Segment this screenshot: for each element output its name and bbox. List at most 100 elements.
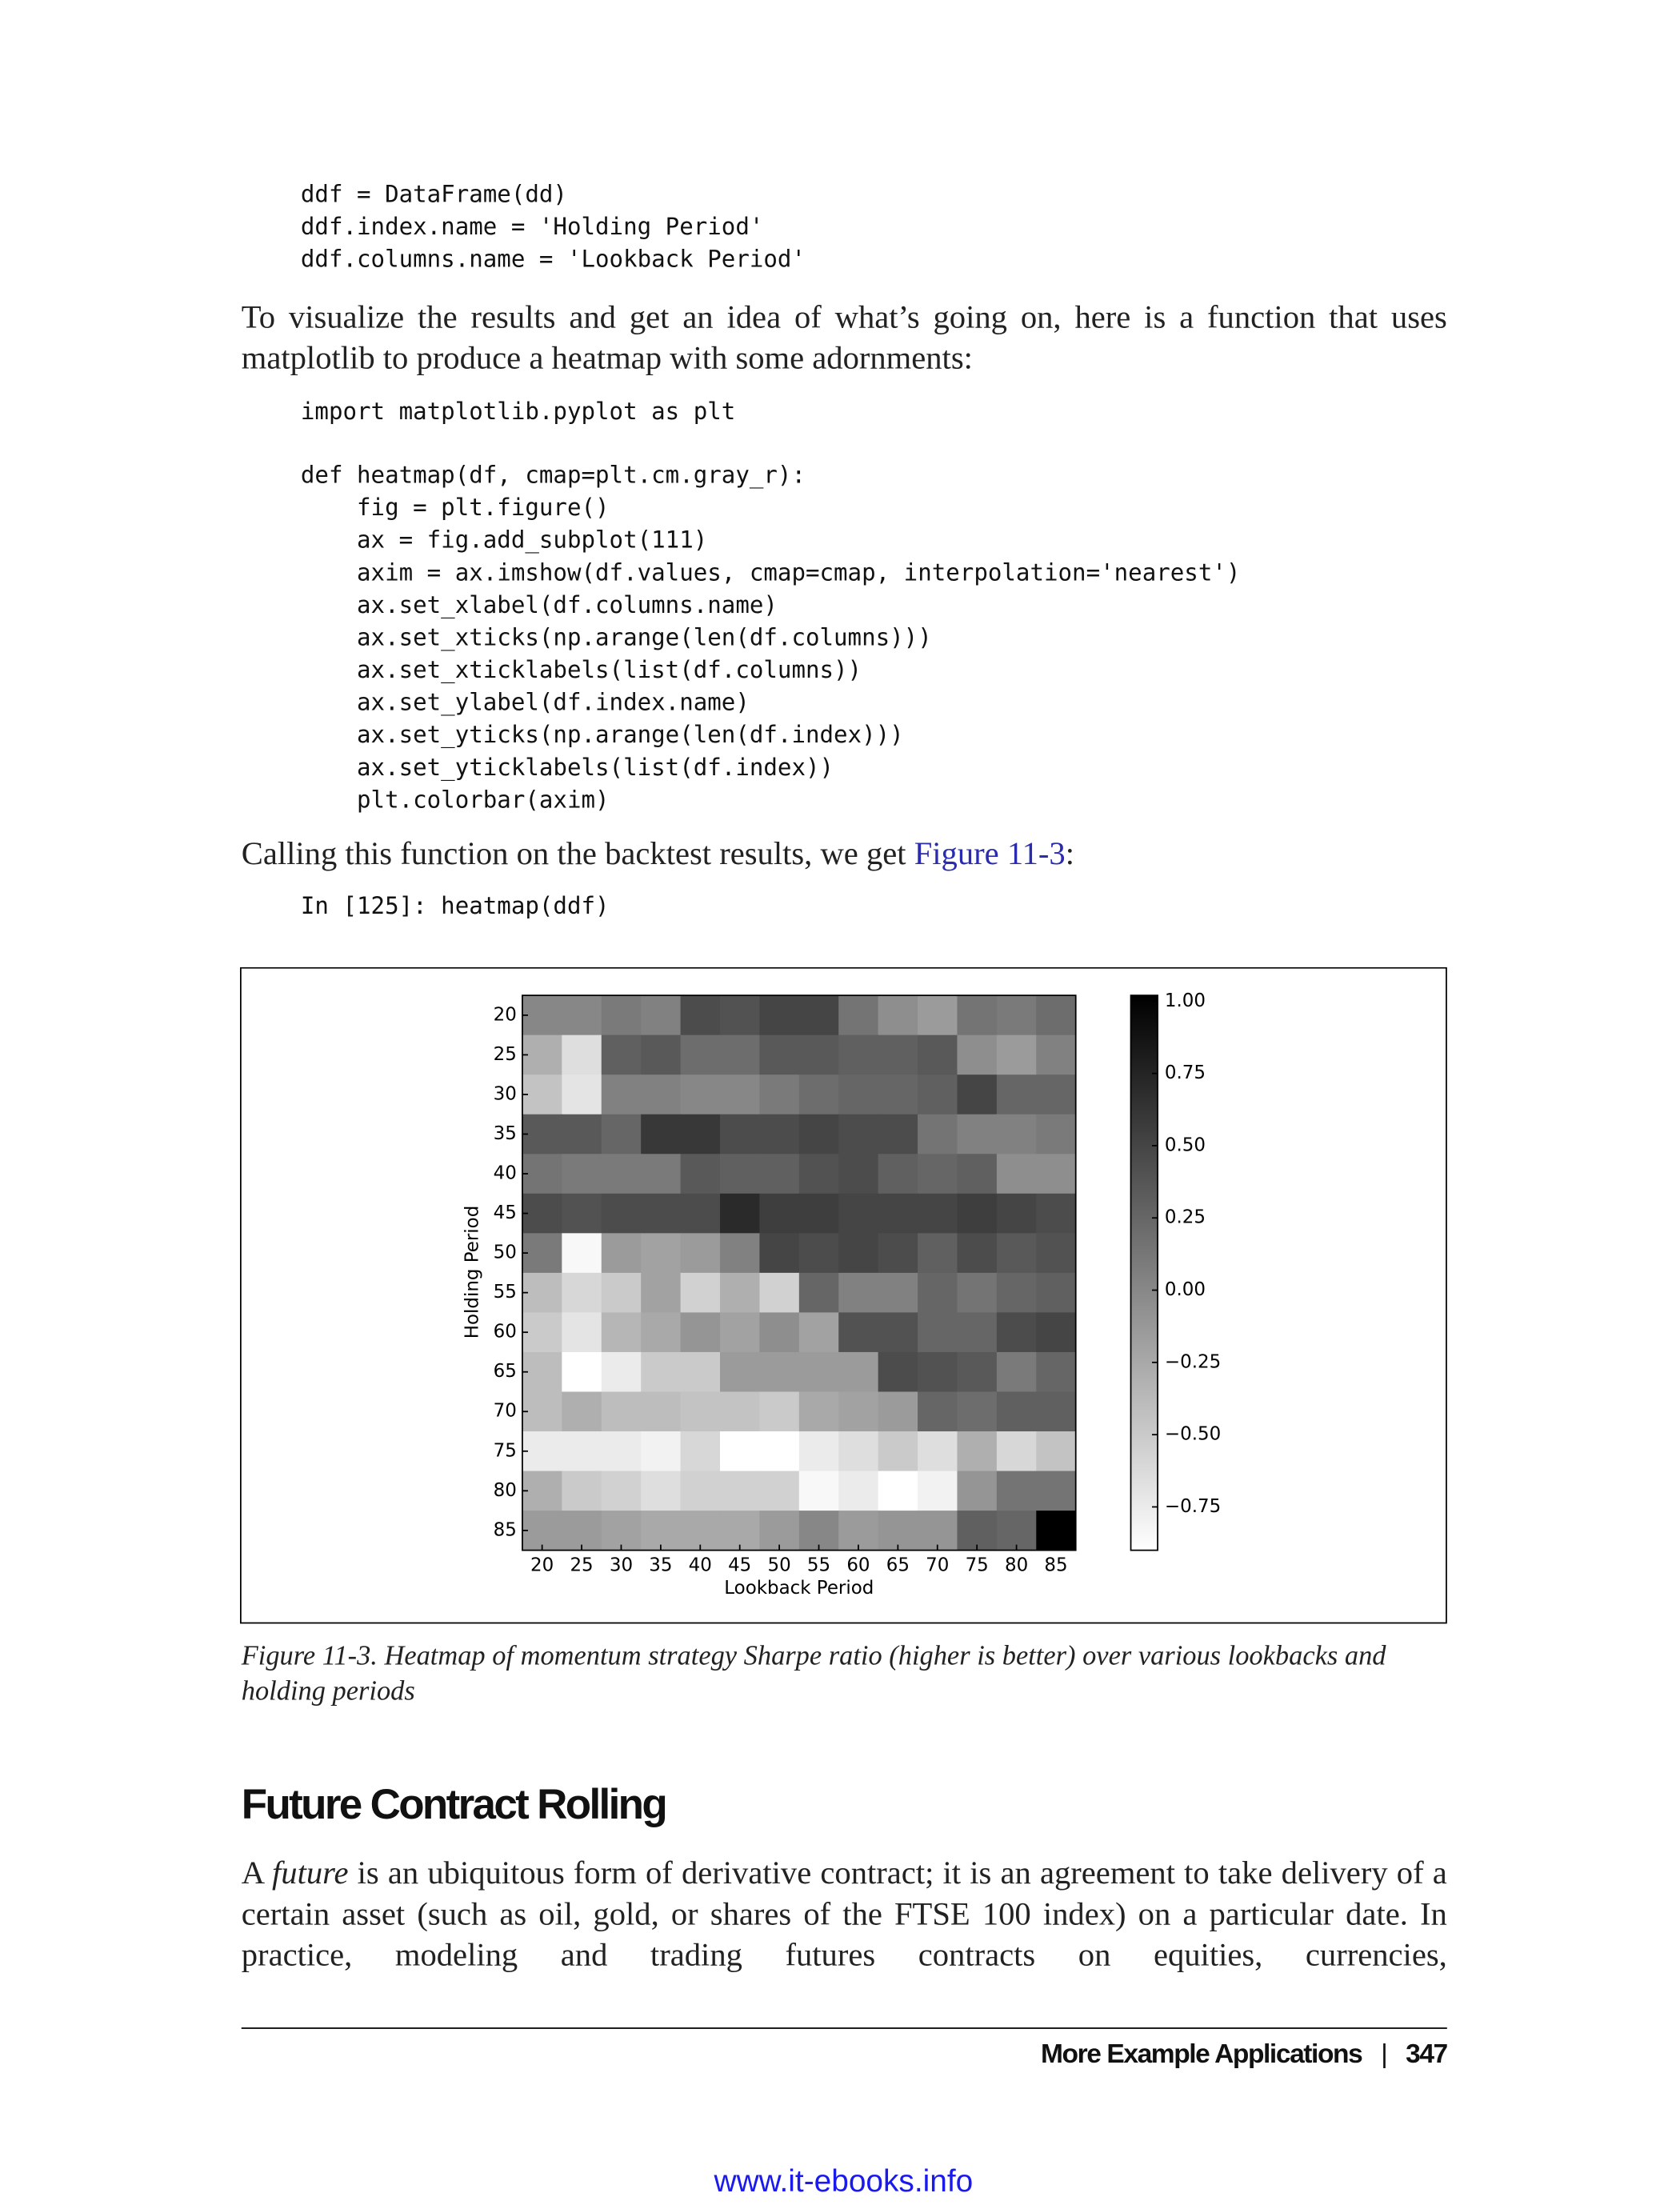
code-line: ddf.columns.name = 'Lookback Period' [300, 246, 806, 273]
figure-link[interactable]: Figure 11-3 [914, 835, 1066, 871]
heatmap-cell [680, 1193, 721, 1234]
heatmap-cell [996, 995, 1037, 1036]
x-tick-label: 35 [649, 1555, 672, 1576]
heatmap-cell [1036, 1431, 1077, 1472]
heatmap-cell [878, 1431, 918, 1472]
y-tick-label: 65 [494, 1361, 517, 1382]
heatmap-cell [957, 1154, 998, 1195]
heatmap-cell [1036, 1391, 1077, 1432]
heatmap-cell [918, 1074, 958, 1115]
x-tick-label: 25 [570, 1555, 593, 1576]
y-tick-label: 30 [494, 1083, 517, 1104]
heatmap-cell [522, 1114, 562, 1155]
chart: Lookback Period Holding Period 20 25 30 35 4… [239, 966, 1447, 1624]
heatmap-cell [562, 1233, 602, 1274]
x-tick-label: 45 [728, 1555, 751, 1576]
heatmap-cell [918, 1351, 958, 1393]
heatmap-cell [1036, 1193, 1077, 1234]
x-tick-label: 60 [846, 1555, 870, 1576]
y-tick-label: 70 [494, 1401, 517, 1422]
heatmap-cell [1036, 1351, 1077, 1393]
code-block: In [125]: heatmap(ddf) [301, 890, 610, 922]
heatmap-cell [641, 1511, 682, 1551]
heatmap-cell [838, 1193, 879, 1234]
heatmap-cell [918, 1193, 958, 1234]
heatmap-cell [759, 1193, 800, 1234]
x-tick-label: 55 [807, 1555, 830, 1576]
y-tick-label: 20 [494, 1004, 517, 1025]
colorbar-tick-label: 1.00 [1165, 990, 1206, 1011]
heatmap-cell [719, 1193, 760, 1234]
heatmap-cell [878, 1351, 918, 1393]
heatmap-cell [641, 1312, 682, 1353]
heatmap-cell [641, 1272, 682, 1313]
heatmap-cell [918, 1391, 958, 1432]
code-line: ax.set_ylabel(df.index.name) [300, 689, 750, 716]
heatmap-cell [522, 1154, 562, 1195]
y-tick-label: 85 [494, 1519, 517, 1540]
y-tick-label: 80 [494, 1480, 517, 1501]
y-tick-label: 75 [494, 1440, 517, 1461]
text: Calling this function on the backtest re… [241, 835, 914, 871]
heatmap-cell [838, 1511, 879, 1551]
watermark[interactable]: www.it-ebooks.info [714, 2163, 974, 2199]
heatmap-cell [759, 1312, 800, 1353]
footer-rule [241, 2027, 1447, 2029]
heatmap-cell [996, 1431, 1037, 1472]
colorbar [1130, 994, 1158, 1551]
text: : [1065, 835, 1074, 871]
heatmap-cell [1036, 1272, 1077, 1313]
heatmap-cell [719, 1312, 760, 1353]
heatmap-cell [601, 1074, 642, 1115]
heatmap-cell [522, 1233, 562, 1274]
heatmap-cell [680, 1272, 721, 1313]
heatmap-cell [522, 1312, 562, 1353]
heatmap-cell [996, 1034, 1037, 1075]
heatmap-cell [641, 1074, 682, 1115]
code-block: ddf = DataFrame(dd) ddf.index.name = 'Hol… [301, 178, 806, 275]
heatmap-cell [759, 1154, 800, 1195]
heatmap-cell [680, 1351, 721, 1393]
heatmap-cell [562, 1511, 602, 1551]
heatmap-cell [1036, 1154, 1077, 1195]
heatmap-cell [562, 1272, 602, 1313]
heatmap-cell [562, 1034, 602, 1075]
heatmap-cell [719, 1114, 760, 1155]
heatmap-cell [719, 1034, 760, 1075]
code-block: def heatmap(df, cmap=plt.cm.gray_r): fig… [301, 459, 1241, 816]
code-line: ddf = DataFrame(dd) [300, 180, 567, 208]
heatmap-cell [680, 1391, 721, 1432]
heatmap-cell [798, 1193, 839, 1234]
code-line: ax.set_xticklabels(list(df.columns)) [300, 656, 862, 684]
heatmap-cell [680, 1431, 721, 1472]
heatmap-cell [522, 1074, 562, 1115]
heatmap-cell [957, 1233, 998, 1274]
heatmap-cell [838, 1233, 879, 1274]
y-tick-label: 25 [494, 1044, 517, 1065]
heatmap-cell [680, 1233, 721, 1274]
heatmap-cell [878, 1511, 918, 1551]
x-tick-label: 85 [1044, 1555, 1067, 1576]
heatmap-cell [719, 1391, 760, 1432]
heatmap-cell [1036, 995, 1077, 1036]
heatmap-cell [641, 1351, 682, 1393]
heatmap-cell [562, 1154, 602, 1195]
heatmap-cell [641, 1233, 682, 1274]
text: A [241, 1855, 273, 1891]
heatmap-cell [918, 1511, 958, 1551]
heatmap-cell [957, 995, 998, 1036]
heatmap-cell [601, 1351, 642, 1393]
heatmap-cell [957, 1391, 998, 1432]
heatmap-cell [838, 1391, 879, 1432]
heatmap-cell [719, 1351, 760, 1393]
x-tick-label: 75 [966, 1555, 989, 1576]
y-tick-label: 50 [494, 1243, 517, 1263]
heatmap-cell [918, 1312, 958, 1353]
heatmap-cell [759, 995, 800, 1036]
heatmap-cell [1036, 1312, 1077, 1353]
y-tick-label: 60 [494, 1322, 517, 1343]
heatmap-cell [522, 1391, 562, 1432]
x-tick-label: 40 [689, 1555, 712, 1576]
code-line: ax.set_yticklabels(list(df.index)) [300, 754, 834, 781]
heatmap-cell [601, 1312, 642, 1353]
